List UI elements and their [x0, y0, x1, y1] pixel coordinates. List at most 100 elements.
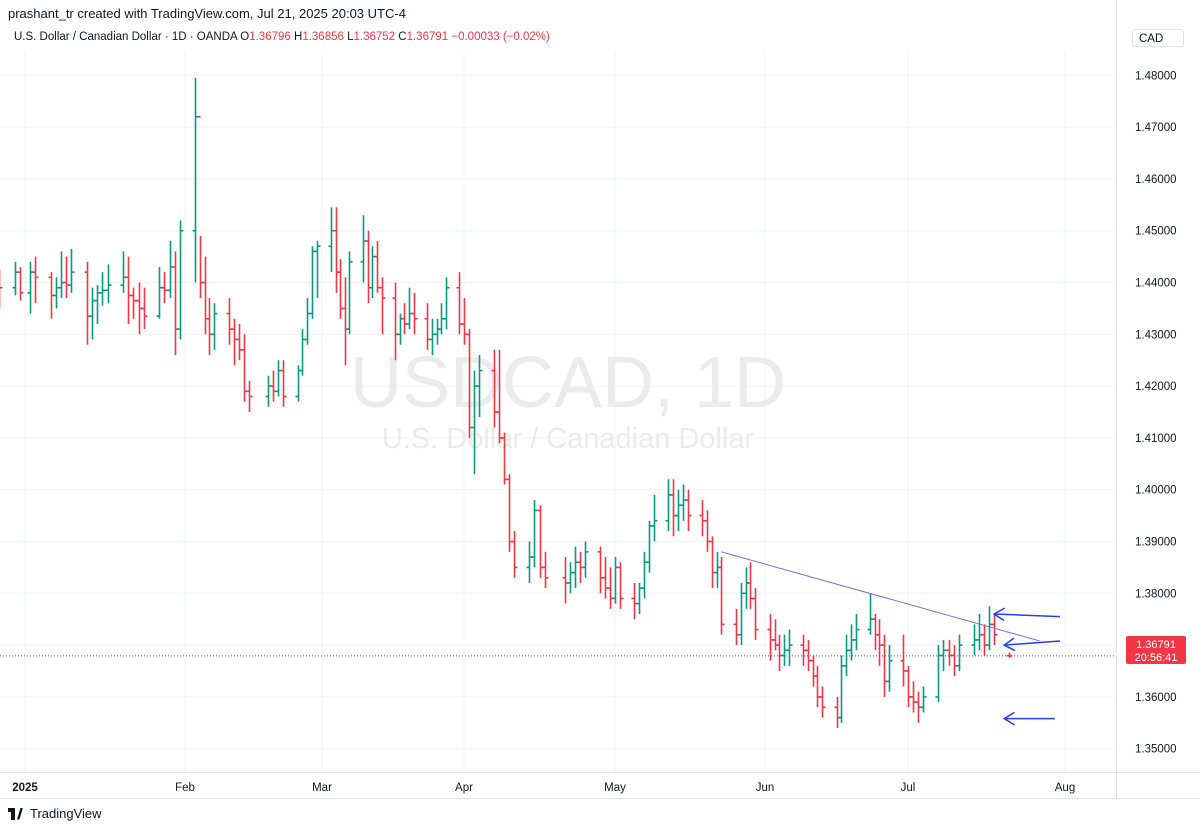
price-tick-label: 1.44000 — [1135, 278, 1177, 290]
ohlc-bar — [542, 551, 549, 589]
annotation-arrow — [1002, 711, 1055, 726]
ohlc-bar — [602, 557, 609, 599]
ohlc-bar — [411, 292, 418, 335]
ohlc-bar — [177, 220, 184, 340]
ohlc-bar — [526, 541, 533, 583]
ohlc-bar — [275, 360, 282, 397]
annotation-arrow — [992, 607, 1060, 622]
ohlc-bar — [572, 546, 579, 589]
close-label: C — [398, 31, 407, 43]
high-value: 1.36856 — [302, 31, 344, 43]
ohlc-bar — [328, 207, 335, 273]
low-label: L — [347, 31, 354, 43]
ohlc-bar — [848, 624, 855, 661]
price-tag: 1.36791 20:56:41 — [1126, 636, 1186, 664]
ohlc-bar — [84, 261, 91, 345]
ohlc-bar — [161, 272, 168, 304]
price-tick-label: 1.43000 — [1135, 329, 1177, 341]
time-tick-label: Jul — [901, 782, 916, 794]
time-tick-label: Feb — [175, 782, 195, 794]
ohlc-bar — [786, 629, 793, 666]
ohlc-legend: U.S. Dollar / Canadian Dollar · 1D · OAN… — [14, 31, 550, 43]
ohlc-bar — [369, 246, 376, 299]
time-tick-label: Apr — [455, 782, 473, 794]
ohlc-bar — [105, 264, 112, 304]
ohlc-bar — [333, 207, 340, 293]
ohlc-bar — [401, 303, 408, 335]
ohlc-bar — [776, 634, 783, 671]
ohlc-bar — [670, 479, 677, 537]
ohlc-bar — [461, 298, 468, 345]
currency-button[interactable]: CAD — [1132, 29, 1184, 47]
ohlc-bar — [53, 277, 60, 309]
ohlc-bar — [709, 536, 716, 589]
ohlc-bar — [167, 241, 174, 299]
price-tag-box — [1126, 636, 1186, 664]
watermark-name: U.S. Dollar / Canadian Dollar — [382, 423, 755, 455]
tradingview-brand[interactable]: TradingView — [8, 806, 102, 821]
change-value: −0.00033 (−0.02%) — [451, 31, 550, 43]
ohlc-bar — [0, 269, 3, 309]
ohlc-bar — [506, 474, 513, 552]
ohlc-bar — [511, 531, 518, 578]
price-tick-label: 1.36000 — [1135, 692, 1177, 704]
ohlc-bar — [881, 634, 888, 697]
ohlc-bar — [120, 251, 127, 293]
price-tick-label: 1.38000 — [1135, 588, 1177, 600]
ohlc-bar — [597, 546, 604, 594]
ohlc-bar — [607, 567, 614, 609]
brand-name: TradingView — [30, 806, 102, 821]
ohlc-bar — [646, 520, 653, 573]
ohlc-bar — [935, 645, 942, 703]
ohlc-bar — [886, 645, 893, 692]
annotation-arrow — [1002, 637, 1060, 652]
price-tick-label: 1.48000 — [1135, 70, 1177, 82]
ohlc-bar — [68, 248, 75, 293]
ohlc-bar — [819, 686, 826, 718]
arrow-shaft — [994, 613, 1060, 618]
arrow-head — [1002, 637, 1016, 652]
ohlc-bar — [406, 287, 413, 330]
price-tick-label: 1.40000 — [1135, 485, 1177, 497]
ohlc-bar — [17, 266, 24, 301]
ohlc-bar — [814, 665, 821, 708]
grid — [0, 52, 1115, 772]
ohlc-bar — [853, 614, 860, 651]
ohlc-bar — [617, 562, 624, 609]
ohlc-bar — [743, 567, 750, 609]
ohlc-bar — [32, 256, 39, 304]
ohlc-bar — [314, 241, 321, 299]
watermark: USDCAD, 1D U.S. Dollar / Canadian Dollar — [350, 343, 786, 455]
ohlc-bar — [685, 489, 692, 532]
ohlc-bar — [476, 355, 483, 418]
ohlc-bar — [810, 655, 817, 687]
symbol-label[interactable]: U.S. Dollar / Canadian Dollar · 1D · OAN… — [14, 31, 238, 43]
ohlc-bar — [665, 479, 672, 532]
arrow-head — [1002, 711, 1015, 726]
price-tick-label: 1.47000 — [1135, 122, 1177, 134]
ohlc-bar — [699, 500, 706, 537]
ohlc-bar — [900, 634, 907, 687]
ohlc-bar — [456, 272, 463, 335]
ohlc-bar — [197, 115, 204, 299]
price-tick-label: 1.45000 — [1135, 226, 1177, 238]
ohlc-bar — [867, 593, 874, 635]
ohlc-bar — [27, 261, 34, 314]
ohlc-bar — [299, 329, 306, 376]
ohlc-bar — [747, 562, 754, 609]
ohlc-bar — [738, 582, 745, 646]
ohlc-bar — [752, 588, 759, 640]
ohlc-bar — [920, 686, 927, 713]
ohlc-bar — [280, 360, 287, 407]
ohlc-bar — [641, 551, 648, 599]
ohlc-bar — [876, 619, 883, 666]
ohlc-bar — [379, 277, 386, 335]
ohlc-bar — [531, 500, 538, 568]
time-tick-label: 2025 — [12, 782, 38, 794]
ohlc-bar — [651, 494, 658, 542]
ohlc-bar — [226, 298, 233, 345]
price-tag-countdown: 20:56:41 — [1135, 652, 1178, 664]
ohlc-bar — [192, 77, 199, 283]
ohlc-bar — [905, 665, 912, 708]
